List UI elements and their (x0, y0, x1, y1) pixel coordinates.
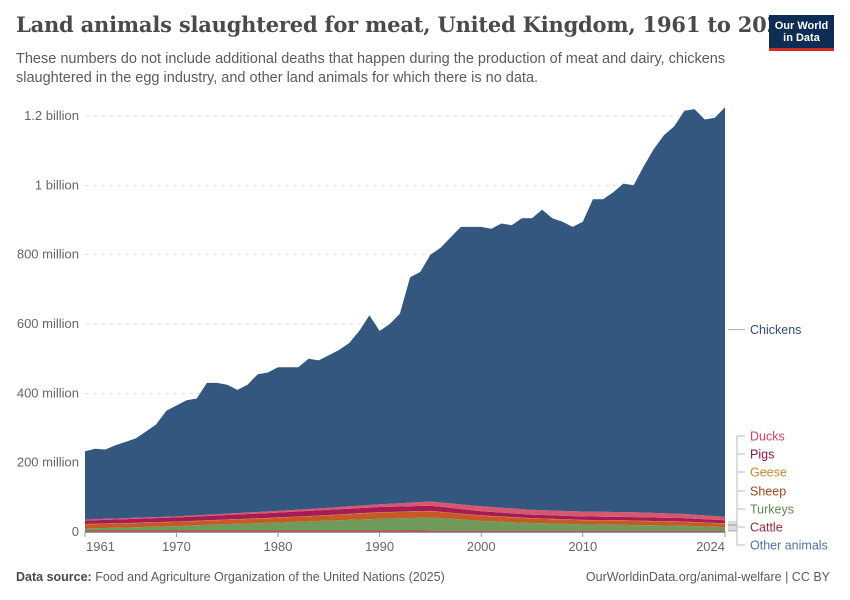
area-ducks (85, 501, 725, 521)
data-source-label: Data source: (16, 570, 92, 584)
legend-connector (728, 530, 745, 546)
legend: Chickens Ducks Pigs Geese Sheep Turkeys Cattle… (728, 323, 828, 553)
logo-line-1: Our World (774, 20, 829, 32)
data-source-text: Food and Agriculture Organization of the… (95, 570, 445, 584)
area-turkeys (85, 517, 725, 531)
x-tick-label: 1970 (162, 539, 191, 554)
y-tick-label: 200 million (17, 455, 79, 470)
area-chickens (85, 107, 725, 520)
area-pigs (85, 505, 725, 524)
legend-label-sheep[interactable]: Sheep (750, 485, 786, 499)
x-tick-label: 2000 (467, 539, 496, 554)
x-tick-label: 2010 (568, 539, 597, 554)
stacked-areas (85, 107, 725, 532)
y-tick-label: 600 million (17, 316, 79, 331)
legend-label-turkeys[interactable]: Turkeys (750, 503, 794, 517)
area-cattle (85, 530, 725, 532)
y-tick-label: 1 billion (35, 177, 79, 192)
legend-label-other-animals[interactable]: Other animals (750, 539, 828, 553)
y-tick-label: 800 million (17, 247, 79, 262)
legend-label-cattle[interactable]: Cattle (750, 521, 783, 535)
y-tick-label: 1.2 billion (24, 108, 79, 123)
chart-subtitle: These numbers do not include additional … (16, 51, 726, 86)
legend-connector (728, 508, 745, 529)
owid-logo[interactable]: Our World in Data (769, 15, 834, 51)
source-link[interactable]: OurWorldinData.org/animal-welfare | CC B… (585, 570, 830, 584)
legend-label-pigs[interactable]: Pigs (750, 448, 774, 462)
logo-line-2: in Data (783, 32, 820, 44)
legend-label-chickens[interactable]: Chickens (750, 323, 801, 337)
x-tick-label: 1980 (264, 539, 293, 554)
x-tick-label: 2024 (696, 539, 725, 554)
data-source-footer: Data source: Food and Agriculture Organi… (16, 570, 445, 584)
legend-connector (728, 526, 745, 531)
legend-label-geese[interactable]: Geese (750, 466, 787, 480)
y-tick-label: 0 (72, 524, 79, 539)
axes: 0 200 million 400 million 600 million 800 mi… (17, 108, 726, 554)
x-tick-label: 1990 (365, 539, 394, 554)
legend-label-ducks[interactable]: Ducks (750, 430, 785, 444)
y-tick-label: 400 million (17, 385, 79, 400)
x-tick-label: 1961 (86, 539, 115, 554)
chart-title: Land animals slaughtered for meat, Unite… (16, 12, 796, 37)
area-sheep (85, 511, 725, 529)
